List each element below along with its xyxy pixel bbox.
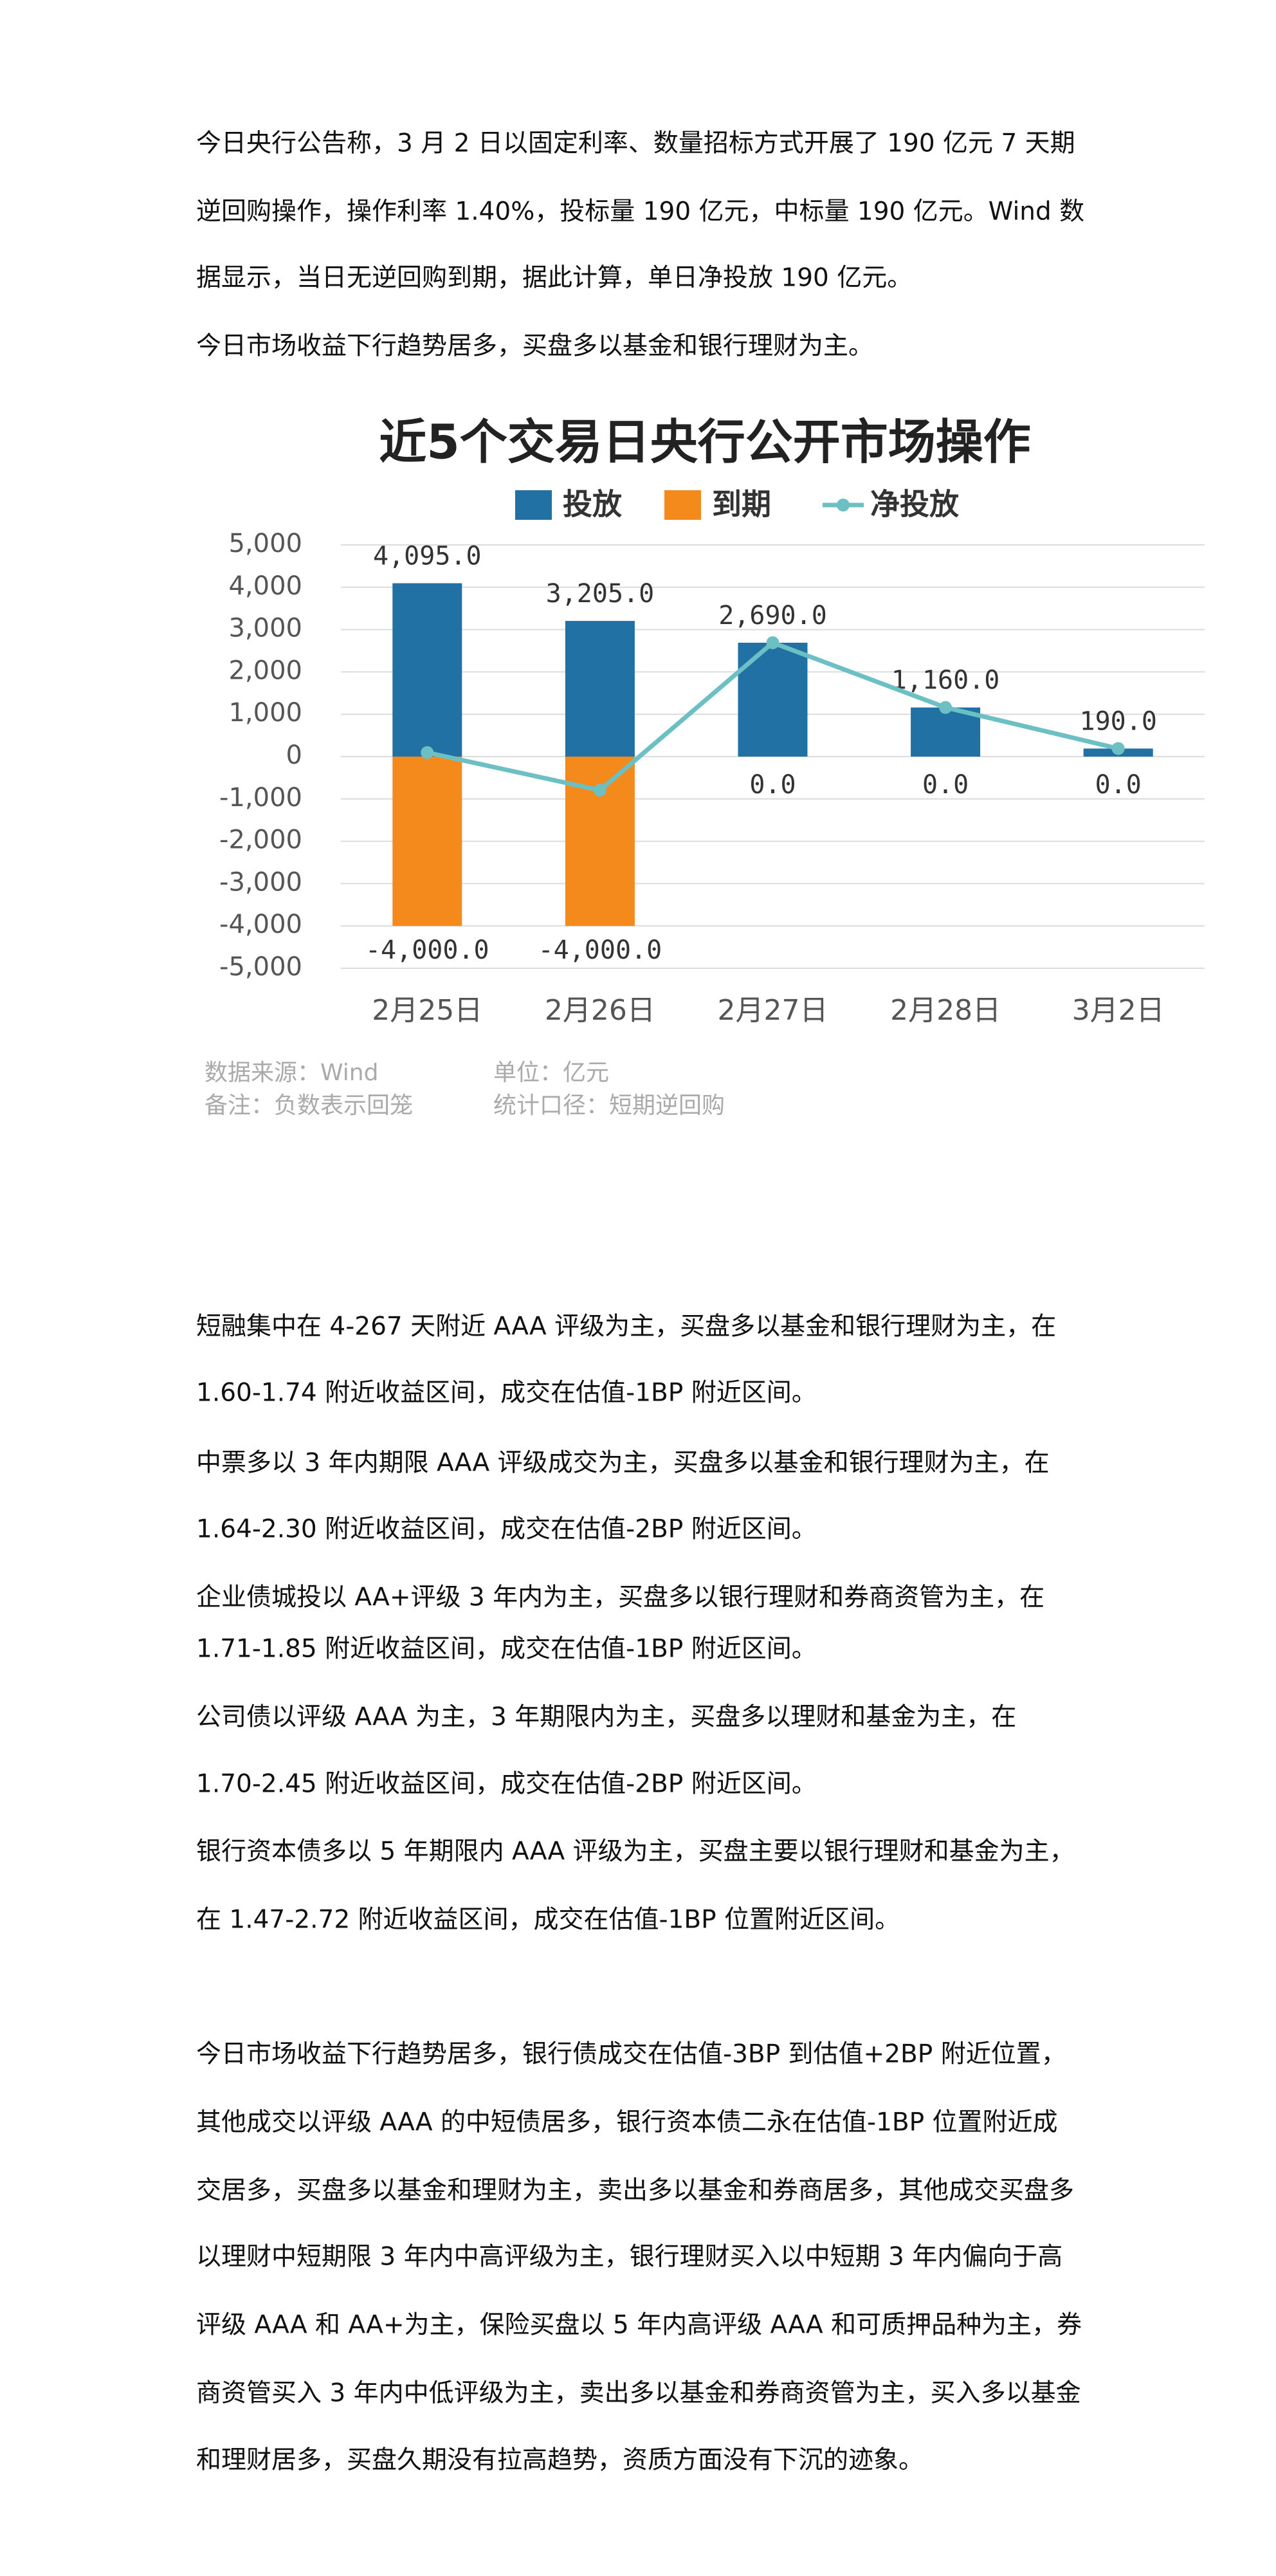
chart-note: 统计口径：短期逆回购 xyxy=(493,1092,725,1119)
data-label: 0.0 xyxy=(749,770,796,800)
data-label: -4,000.0 xyxy=(365,935,489,965)
paragraph-line: 商资管买入 3 年内中低评级为主，卖出多以基金和券商资管为主，买入多以基金 xyxy=(196,2379,1081,2408)
paragraph-line: 今日央行公告称，3 月 2 日以固定利率、数量招标方式开展了 190 亿元 7 … xyxy=(196,129,1075,158)
paragraph-line: 今日市场收益下行趋势居多，银行债成交在估值-3BP 到估值+2BP 附近位置， xyxy=(196,2040,1066,2069)
paragraph-line: 1.71-1.85 附近收益区间，成交在估值-1BP 附近区间。 xyxy=(196,1635,817,1664)
net-point xyxy=(766,636,779,649)
bar xyxy=(392,757,462,926)
y-tick-label: 5,000 xyxy=(228,529,302,558)
legend-swatch xyxy=(515,490,552,520)
paragraph-line: 评级 AAA 和 AA+为主，保险买盘以 5 年内高评级 AAA 和可质押品种为… xyxy=(196,2311,1082,2340)
legend-label: 到期 xyxy=(712,487,771,522)
net-point xyxy=(939,701,952,714)
legend-label: 投放 xyxy=(563,487,622,522)
bar xyxy=(738,642,808,757)
paragraph-line: 公司债以评级 AAA 为主，3 年期限内为主，买盘多以理财和基金为主，在 xyxy=(196,1703,1016,1732)
bar xyxy=(392,583,462,757)
data-label: 0.0 xyxy=(1095,770,1142,800)
paragraph-line: 其他成交以评级 AAA 的中短债居多，银行资本债二永在估值-1BP 位置附近成 xyxy=(196,2108,1058,2137)
paragraph-line: 交居多，买盘多以基金和理财为主，卖出多以基金和券商居多，其他成交买盘多 xyxy=(196,2176,1074,2205)
y-tick-label: 2,000 xyxy=(228,656,302,685)
paragraph-line: 企业债城投以 AA+评级 3 年内为主，买盘多以银行理财和券商资管为主，在 xyxy=(196,1583,1044,1612)
net-point xyxy=(593,784,606,797)
paragraph-line: 据显示，当日无逆回购到期，据此计算，单日净投放 190 亿元。 xyxy=(196,264,912,293)
paragraph-line: 中票多以 3 年内期限 AAA 评级成交为主，买盘多以基金和银行理财为主，在 xyxy=(196,1449,1050,1478)
paragraph-line: 在 1.47-2.72 附近收益区间，成交在估值-1BP 位置附近区间。 xyxy=(196,1906,900,1935)
paragraph-line: 1.60-1.74 附近收益区间，成交在估值-1BP 附近区间。 xyxy=(196,1379,817,1408)
legend-swatch xyxy=(664,490,701,520)
y-tick-label: 4,000 xyxy=(228,571,302,601)
x-tick-label: 2月25日 xyxy=(372,994,482,1027)
paragraph-line: 1.64-2.30 附近收益区间，成交在估值-2BP 附近区间。 xyxy=(196,1515,817,1544)
chart-note: 单位：亿元 xyxy=(493,1060,609,1086)
chart-note: 数据来源：Wind xyxy=(205,1060,378,1086)
y-tick-label: -4,000 xyxy=(219,910,302,939)
bar xyxy=(565,621,635,757)
paragraph-line: 1.70-2.45 附近收益区间，成交在估值-2BP 附近区间。 xyxy=(196,1770,817,1799)
legend-marker xyxy=(837,499,850,511)
y-tick-label: 0 xyxy=(286,741,302,770)
chart-note: 备注：负数表示回笼 xyxy=(205,1092,413,1119)
y-tick-label: 1,000 xyxy=(228,698,302,728)
data-label: 3,205.0 xyxy=(546,579,655,609)
paragraph-line: 今日市场收益下行趋势居多，买盘多以基金和银行理财为主。 xyxy=(196,332,873,361)
paragraph-line: 逆回购操作，操作利率 1.40%，投标量 190 亿元，中标量 190 亿元。W… xyxy=(196,198,1084,226)
y-tick-label: -3,000 xyxy=(219,867,302,897)
y-tick-label: -5,000 xyxy=(219,952,302,982)
x-tick-label: 3月2日 xyxy=(1072,994,1165,1027)
paragraph-line: 以理财中短期限 3 年内中高评级为主，银行理财买入以中短期 3 年内偏向于高 xyxy=(196,2243,1062,2272)
y-tick-label: -1,000 xyxy=(219,783,302,813)
legend-label: 净投放 xyxy=(870,487,959,522)
y-tick-label: -2,000 xyxy=(219,825,302,855)
data-label: 1,160.0 xyxy=(891,666,1000,695)
data-label: 4,095.0 xyxy=(373,542,482,571)
y-tick-label: 3,000 xyxy=(228,614,302,643)
net-point xyxy=(421,746,434,759)
bar xyxy=(911,707,981,757)
chart-title: 近5个交易日央行公开市场操作 xyxy=(379,415,1031,470)
paragraph-line: 和理财居多，买盘久期没有拉高趋势，资质方面没有下沉的迹象。 xyxy=(196,2446,924,2475)
bar xyxy=(565,757,635,926)
data-label: 2,690.0 xyxy=(718,601,827,630)
data-label: 190.0 xyxy=(1079,706,1156,736)
x-tick-label: 2月27日 xyxy=(718,994,828,1027)
x-tick-label: 2月28日 xyxy=(890,994,1001,1027)
net-point xyxy=(1111,742,1125,755)
data-label: -4,000.0 xyxy=(538,935,662,965)
x-tick-label: 2月26日 xyxy=(545,994,655,1027)
paragraph-line: 短融集中在 4-267 天附近 AAA 评级为主，买盘多以基金和银行理财为主，在 xyxy=(196,1312,1056,1341)
paragraph-line: 银行资本债多以 5 年期限内 AAA 评级为主，买盘主要以银行理财和基金为主， xyxy=(196,1837,1075,1866)
data-label: 0.0 xyxy=(922,770,969,800)
